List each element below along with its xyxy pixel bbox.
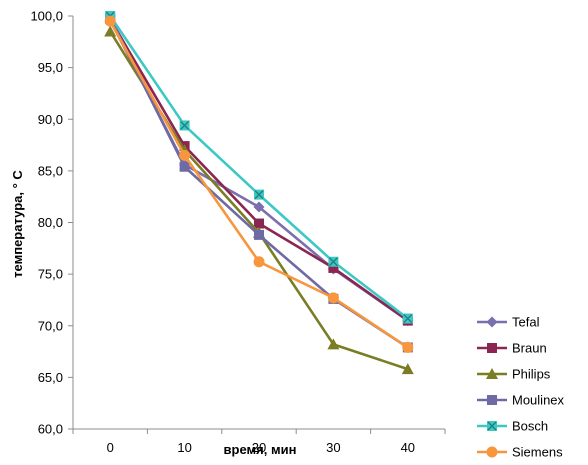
series-layer xyxy=(104,11,414,375)
y-axis-ticks: 60,0 65,0 70,0 75,0 80,0 85,0 90,0 95,0 100,0 xyxy=(30,9,73,437)
x-tick-label: 30 xyxy=(326,440,340,455)
data-point xyxy=(179,120,190,131)
legend-label: Bosch xyxy=(512,419,548,434)
y-tick-label: 100,0 xyxy=(30,9,63,24)
legend-label: Philips xyxy=(512,367,551,382)
data-point xyxy=(104,15,116,27)
legend-item-moulinex: Moulinex xyxy=(477,393,565,408)
data-point xyxy=(327,338,340,350)
legend-marker xyxy=(486,368,498,379)
data-point xyxy=(328,262,339,273)
y-tick-label: 75,0 xyxy=(38,267,63,282)
data-point xyxy=(104,25,117,37)
y-axis-title: температура, ° С xyxy=(10,170,25,278)
legend-item-braun: Braun xyxy=(477,341,547,356)
y-tick-label: 60,0 xyxy=(38,422,63,437)
y-tick-label: 95,0 xyxy=(38,60,63,75)
legend-label: Siemens xyxy=(512,445,563,460)
data-point xyxy=(328,256,339,267)
data-point xyxy=(179,161,190,172)
series-bosch xyxy=(105,11,413,324)
data-point xyxy=(253,256,265,268)
y-tick-label: 65,0 xyxy=(38,370,63,385)
y-tick-label: 80,0 xyxy=(38,215,63,230)
x-axis-title: время, мин xyxy=(224,442,297,457)
plot-area: 60,0 65,0 70,0 75,0 80,0 85,0 90,0 95,0 100,0 0 1… xyxy=(30,9,446,455)
y-tick-label: 90,0 xyxy=(38,112,63,127)
y-tick-label: 70,0 xyxy=(38,318,63,333)
series-line xyxy=(109,17,409,349)
legend-marker xyxy=(487,343,497,353)
data-point xyxy=(254,189,264,200)
data-point xyxy=(254,229,264,240)
series-line xyxy=(109,15,409,320)
data-point xyxy=(179,149,191,161)
legend: Tefal Braun Philips Moulinex Bosch Siemens xyxy=(477,315,565,460)
data-point xyxy=(254,218,264,229)
series-line xyxy=(109,18,409,322)
legend-item-tefal: Tefal xyxy=(477,315,540,330)
series-moulinex xyxy=(105,13,413,353)
legend-item-bosch: Bosch xyxy=(477,419,548,434)
data-point xyxy=(402,313,413,324)
legend-marker xyxy=(486,316,498,328)
x-tick-label: 20 xyxy=(252,440,266,455)
y-tick-label: 85,0 xyxy=(38,163,63,178)
x-axis-ticks: 0 10 20 30 40 xyxy=(72,429,446,455)
x-tick-label: 0 xyxy=(107,440,114,455)
series-braun xyxy=(105,14,413,326)
x-tick-label: 40 xyxy=(401,440,415,455)
series-line xyxy=(109,19,409,322)
legend-label: Tefal xyxy=(512,315,540,330)
series-line xyxy=(109,20,409,349)
x-tick-label: 10 xyxy=(177,440,191,455)
series-siemens xyxy=(104,15,414,353)
data-point xyxy=(327,292,339,304)
series-tefal xyxy=(104,14,414,327)
data-point xyxy=(401,363,414,375)
data-point xyxy=(253,201,265,213)
legend-label: Moulinex xyxy=(512,393,565,408)
legend-marker xyxy=(486,446,498,458)
legend-marker xyxy=(487,421,497,431)
legend-marker xyxy=(487,395,497,405)
legend-item-philips: Philips xyxy=(477,367,551,382)
data-point xyxy=(402,341,414,353)
legend-item-siemens: Siemens xyxy=(477,445,563,460)
legend-label: Braun xyxy=(512,341,547,356)
